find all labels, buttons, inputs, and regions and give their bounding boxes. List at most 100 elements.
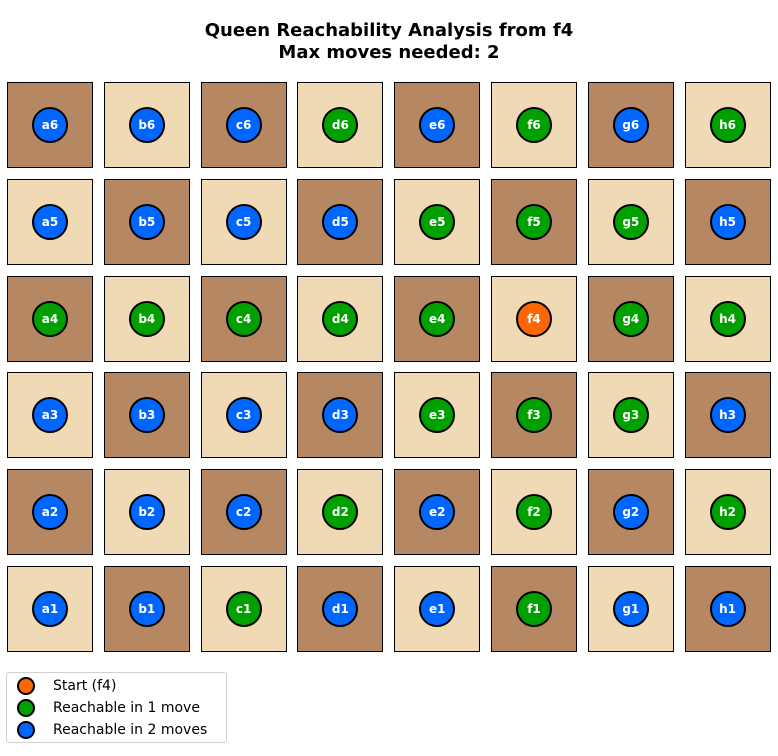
reachability-marker: c6 (225, 107, 262, 143)
square-label: d3 (331, 408, 349, 423)
square-label: f6 (527, 118, 541, 132)
reachability-marker: g3 (612, 397, 649, 434)
square-label: h4 (719, 311, 737, 326)
legend-marker-start (17, 677, 35, 695)
board-square: a1 (7, 566, 93, 652)
square-label: b5 (138, 214, 156, 229)
reachability-marker: f3 (516, 397, 552, 434)
legend-marker-two-moves (17, 721, 35, 739)
reachability-marker: b5 (128, 203, 165, 240)
square-label: b2 (138, 505, 156, 520)
board-square: f1 (491, 566, 577, 652)
reachability-marker: e5 (419, 203, 456, 240)
board-square: d1 (297, 566, 384, 652)
square-label: f2 (527, 505, 541, 520)
reachability-marker: a4 (32, 300, 68, 337)
reachability-marker: a1 (32, 591, 68, 627)
reachability-marker: f6 (516, 107, 552, 143)
legend: Start (f4) Reachable in 1 move Reachable… (6, 672, 227, 743)
legend-label: Reachable in 2 moves (53, 722, 208, 738)
reachability-marker: b4 (128, 300, 165, 337)
square-label: h6 (719, 118, 737, 132)
square-label: e1 (428, 602, 446, 616)
board-square: c6 (200, 82, 287, 168)
square-label: e5 (428, 214, 446, 229)
square-label: f3 (527, 408, 541, 423)
board-square: a5 (7, 178, 93, 265)
square-label: d2 (331, 505, 349, 520)
square-label: d1 (331, 602, 349, 616)
reachability-marker: h5 (709, 203, 746, 240)
reachability-marker: d5 (322, 203, 359, 240)
reachability-marker: f2 (516, 494, 552, 531)
reachability-marker: d4 (322, 300, 359, 337)
square-label: h5 (719, 214, 737, 229)
board-square: f2 (491, 469, 577, 556)
square-label: b6 (138, 118, 156, 132)
reachability-marker: c1 (225, 591, 262, 627)
legend-label: Start (f4) (53, 678, 117, 694)
board-square: g5 (587, 178, 674, 265)
reachability-marker: b3 (128, 397, 165, 434)
board-square: a3 (7, 372, 93, 459)
reachability-marker: g5 (612, 203, 649, 240)
reachability-marker: g1 (612, 591, 649, 627)
square-label: d4 (331, 311, 349, 326)
square-label: a3 (41, 408, 59, 423)
square-label: a2 (41, 505, 59, 520)
board-square: a4 (7, 275, 93, 362)
board-square: h3 (684, 372, 771, 459)
square-label: d6 (331, 118, 349, 132)
reachability-marker: c5 (225, 203, 262, 240)
reachability-marker: a6 (32, 107, 68, 143)
legend-item-start: Start (f4) (17, 676, 116, 696)
reachability-marker: h4 (709, 300, 746, 337)
reachability-marker: e1 (419, 591, 456, 627)
legend-item-two-moves: Reachable in 2 moves (17, 720, 207, 740)
board-square: b3 (103, 372, 190, 459)
reachability-marker: g2 (612, 494, 649, 531)
title-line-1: Queen Reachability Analysis from f4 (204, 20, 574, 41)
square-label: h1 (719, 602, 737, 616)
legend-label: Reachable in 1 move (53, 700, 200, 716)
board-square: c3 (200, 372, 287, 459)
square-label: g6 (622, 118, 640, 132)
square-label: d5 (331, 214, 349, 229)
board-square: b2 (103, 469, 190, 556)
reachability-marker: h3 (709, 397, 746, 434)
board-square: d3 (297, 372, 384, 459)
square-label: b3 (138, 408, 156, 423)
square-label: h2 (719, 505, 737, 520)
board-square: e6 (394, 82, 481, 168)
square-label: h3 (719, 408, 737, 423)
board-square: d4 (297, 275, 384, 362)
reachability-marker: h2 (709, 494, 746, 531)
board-square: e2 (394, 469, 481, 556)
reachability-marker: g6 (612, 107, 649, 143)
board-square: b1 (103, 566, 190, 652)
board-square: f6 (491, 82, 577, 168)
square-label: e2 (428, 505, 446, 520)
reachability-marker: e6 (419, 107, 456, 143)
board-square: h6 (684, 82, 771, 168)
board-square: g6 (587, 82, 674, 168)
square-label: c4 (235, 311, 252, 326)
square-label: e3 (428, 408, 446, 423)
board-square: d2 (297, 469, 384, 556)
diagram-title: Queen Reachability Analysis from f4 Max … (0, 20, 778, 64)
board-square: e1 (394, 566, 481, 652)
square-label: e6 (428, 118, 446, 132)
board-square: f3 (491, 372, 577, 459)
reachability-marker: d2 (322, 494, 359, 531)
title-line-2: Max moves needed: 2 (278, 42, 500, 63)
reachability-marker: h6 (709, 107, 746, 143)
square-label: c1 (235, 602, 252, 616)
reachability-marker: c2 (225, 494, 262, 531)
reachability-marker: b2 (128, 494, 165, 531)
board-square: c2 (200, 469, 287, 556)
board-square: d5 (297, 178, 384, 265)
board-square: c4 (200, 275, 287, 362)
board-square: d6 (297, 82, 384, 168)
legend-item-one-move: Reachable in 1 move (17, 698, 200, 718)
board-square: h4 (684, 275, 771, 362)
